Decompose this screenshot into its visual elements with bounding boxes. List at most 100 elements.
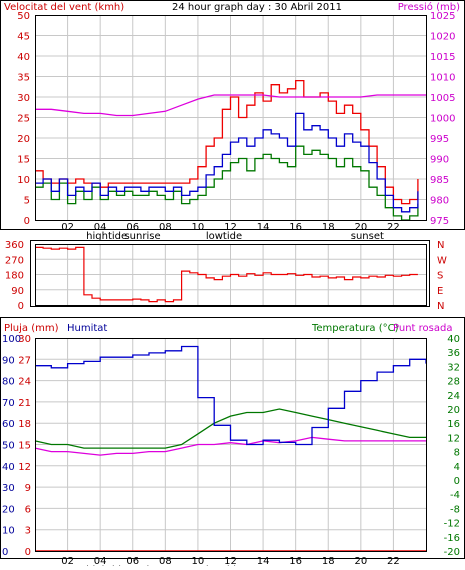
middle-plot-area [35,244,427,306]
temperature-tick-label: 20 [447,405,460,416]
direction-tick-label: 180 [5,271,24,282]
top-hour-tick-label: 08 [159,222,172,233]
rain-tick-label: 9 [25,483,31,494]
top-event-label: sunset [351,231,384,242]
humidity-tick-label: 70 [2,398,15,409]
wind-tick-label: 10 [17,175,30,186]
direction-tick-label: 360 [5,240,24,251]
bottom-panel-frame [0,317,465,559]
rain-tick-label: 3 [25,526,31,537]
wind-direction-line [35,246,418,303]
bottom-hour-tick-label: 12 [224,556,237,566]
temperature-line [34,408,426,449]
top-plot-area [35,15,427,221]
pressure-tick-label: 1000 [430,114,455,125]
dewpoint-line [34,436,426,456]
rain-tick-label: 15 [18,441,31,452]
top-hour-tick-label: 12 [224,222,237,233]
bottom-hour-tick-label: 22 [387,556,400,566]
wind-axis-label: Velocitat del vent (kmh) [4,2,124,13]
compass-tick-label: N [437,240,444,251]
temperature-tick-label: -4 [450,490,460,501]
bottom-hour-tick-label: 14 [257,556,270,566]
temperature-tick-label: 28 [447,377,460,388]
bottom-plot-area [35,338,427,552]
bottom-hour-tick-label: 10 [192,556,205,566]
temperature-tick-label: -12 [444,519,460,530]
pressure-tick-label: 975 [430,216,449,227]
pressure-axis-label: Pressió (mb) [398,1,460,13]
bottom-hour-tick-label: 18 [322,556,335,566]
rain-axis-label: Pluja (mm) [4,323,59,334]
wind-tick-label: 30 [17,93,30,104]
temperature-tick-label: 4 [454,462,460,473]
pressure-tick-label: 1025 [430,11,455,22]
top-event-label: sunrise [124,231,160,242]
rain-tick-label: 24 [18,377,31,388]
top-event-label: hightide [86,231,127,242]
humidity-axis-label: Humitat [67,323,107,334]
humidity-tick-label: 100 [2,334,21,345]
compass-tick-label: S [437,271,443,282]
direction-tick-label: 90 [11,286,24,297]
bottom-hour-tick-label: 02 [61,556,74,566]
compass-tick-label: E [437,286,443,297]
temperature-tick-label: -20 [444,547,460,558]
pressure-line [35,94,426,117]
direction-tick-label: 270 [5,255,24,266]
bottom-hour-tick-label: 20 [354,556,367,566]
dewpoint-axis-label: Punt rosada [393,323,452,334]
pressure-tick-label: 985 [430,175,449,186]
top-hour-tick-label: 10 [192,222,205,233]
pressure-tick-label: 1010 [430,73,455,84]
wind-average-line [35,112,419,213]
pressure-tick-label: 1015 [430,52,455,63]
top-hour-tick-label: 04 [94,222,107,233]
temperature-tick-label: -16 [444,533,460,544]
humidity-tick-label: 0 [2,547,8,558]
bottom-hour-tick-label: 06 [126,556,139,566]
pressure-tick-label: 990 [430,155,449,166]
rain-tick-label: 0 [25,547,31,558]
humidity-tick-label: 80 [2,377,15,388]
wind-tick-label: 25 [17,114,30,125]
temperature-tick-label: 40 [447,334,460,345]
wind-tick-label: 5 [24,196,30,207]
compass-tick-label: N [437,301,444,312]
humidity-tick-label: 40 [2,462,15,473]
temperature-tick-label: 0 [454,476,460,487]
temperature-tick-label: 24 [447,391,460,402]
humidity-tick-label: 60 [2,419,15,430]
temperature-axis-label: Temperatura (°C) [311,323,399,334]
rain-tick-label: 21 [18,398,31,409]
temperature-tick-label: 8 [454,448,460,459]
top-hour-tick-label: 18 [322,222,335,233]
pressure-tick-label: 980 [430,196,449,207]
pressure-tick-label: 1020 [430,32,455,43]
temperature-tick-label: 36 [447,348,460,359]
rain-tick-label: 18 [18,419,31,430]
top-hour-tick-label: 14 [257,222,270,233]
humidity-tick-label: 10 [2,526,15,537]
temperature-tick-label: 32 [447,362,460,373]
humidity-tick-label: 30 [2,483,15,494]
direction-tick-label: 0 [18,301,24,312]
top-hour-tick-label: 06 [126,222,139,233]
humidity-tick-label: 20 [2,504,15,515]
rain-tick-label: 27 [18,355,31,366]
rain-tick-label: 30 [18,334,31,345]
top-hour-tick-label: 20 [354,222,367,233]
humidity-line [35,345,427,446]
wind-tick-label: 35 [17,73,30,84]
top-hour-tick-label: 16 [289,222,302,233]
rain-tick-label: 6 [25,504,31,515]
humidity-tick-label: 90 [2,355,15,366]
temperature-tick-label: 16 [447,419,460,430]
temperature-tick-label: -8 [450,504,460,515]
pressure-tick-label: 995 [430,134,449,145]
bottom-hour-tick-label: 08 [159,556,172,566]
bottom-hour-tick-label: 04 [94,556,107,566]
wind-tick-label: 15 [17,155,30,166]
wind-tick-label: 20 [17,134,30,145]
